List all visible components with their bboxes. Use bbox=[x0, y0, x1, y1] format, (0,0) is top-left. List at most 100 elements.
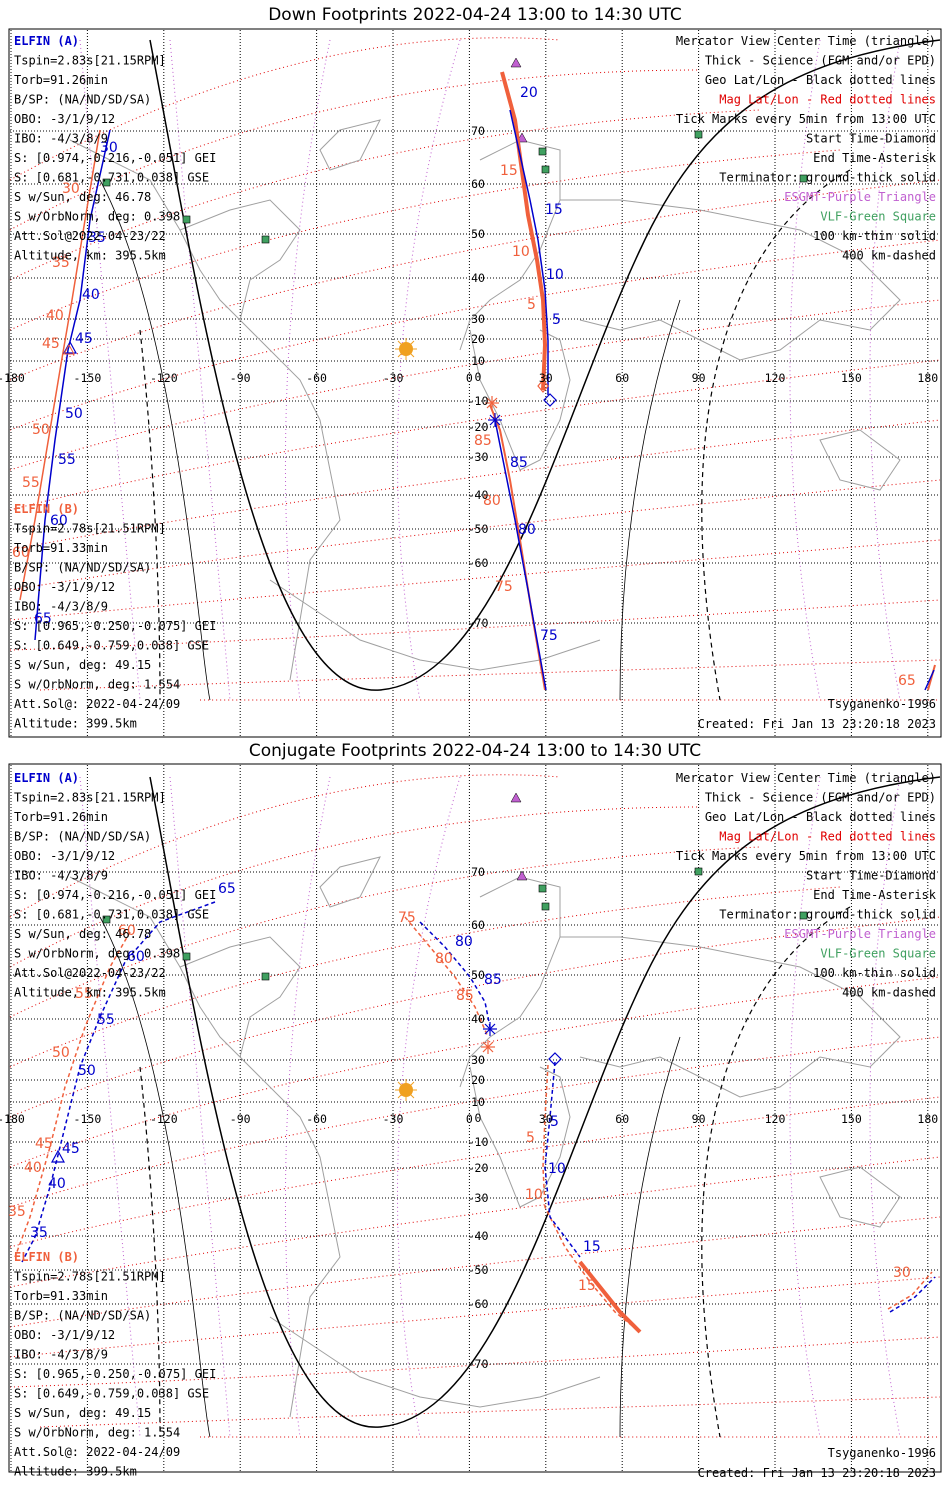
legend-entry: Mercator View Center Time (triangle) bbox=[676, 771, 936, 785]
legend-entry: 100 km-thin solid bbox=[813, 966, 936, 980]
lat-tick-label: 30 bbox=[471, 1053, 485, 1067]
elfin-a-track bbox=[509, 109, 549, 395]
center-triangle-icon bbox=[62, 340, 78, 354]
elfin-a-tick-label: 45 bbox=[75, 331, 93, 347]
elfin-a-tick-label: 80 bbox=[455, 934, 473, 950]
lat-tick-label: -10 bbox=[468, 1135, 489, 1149]
vlf-square-icon bbox=[694, 867, 703, 876]
lon-tick-label: -180 bbox=[0, 1112, 25, 1126]
elfin-a-tick-label: 15 bbox=[545, 202, 563, 218]
vlf-square-icon bbox=[799, 174, 808, 183]
coastlines bbox=[69, 856, 901, 1418]
model-label: Tsyganenko-1996 bbox=[828, 697, 936, 711]
info-line: Torb=91.33min bbox=[14, 1289, 108, 1303]
elfin-b-tick-label: 80 bbox=[483, 493, 501, 509]
info-line: OBO: -3/1/9/12 bbox=[14, 849, 115, 863]
satellite-name: ELFIN (A) bbox=[14, 771, 79, 785]
lon-tick-label: -150 bbox=[74, 1112, 102, 1126]
elfin-a-tick-label: 75 bbox=[540, 628, 558, 644]
track-tick-labels: 6560555045403580855101560555045403575808… bbox=[8, 881, 911, 1294]
info-line: S: [0.649,-0.759,0.038] GSE bbox=[14, 1387, 209, 1401]
elfin-b-tick-label: 30 bbox=[62, 181, 80, 197]
sun-icon bbox=[395, 1079, 417, 1101]
lat-tick-label: 60 bbox=[471, 918, 485, 932]
lon-tick-label: -150 bbox=[74, 371, 102, 385]
lat-tick-label: -70 bbox=[468, 616, 489, 630]
info-line: Att.Sol@2022-04-23/22 bbox=[14, 229, 166, 243]
model-label: Tsyganenko-1996 bbox=[828, 1446, 936, 1460]
elfin-b-tick-label: 45 bbox=[42, 336, 60, 352]
mag-grid bbox=[9, 774, 941, 1438]
vlf-square-icon bbox=[799, 911, 808, 920]
lat-tick-label: -20 bbox=[468, 420, 489, 434]
info-line: Altitude: 399.5km bbox=[14, 717, 137, 731]
lat-tick-label: 40 bbox=[471, 1012, 485, 1026]
lat-tick-label: -40 bbox=[468, 1229, 489, 1243]
elfin-a-tick-label: 85 bbox=[510, 455, 528, 471]
lon-tick-label: 90 bbox=[692, 371, 706, 385]
down-panel-title: Down Footprints 2022-04-24 13:00 to 14:3… bbox=[268, 5, 682, 25]
elfin-a-track bbox=[494, 419, 547, 691]
legend-entry: Thick - Science (FGM and/or EPD) bbox=[705, 54, 936, 68]
info-line: Att.Sol@2022-04-23/22 bbox=[14, 966, 166, 980]
elfin-a-tick-label: 35 bbox=[30, 1225, 48, 1241]
lat-tick-label: -30 bbox=[468, 1191, 489, 1205]
lat-tick-label: 0 bbox=[475, 1111, 482, 1125]
legend-entry: Start Time-Diamond bbox=[806, 132, 936, 146]
elfin-b-tick-label: 55 bbox=[22, 475, 40, 491]
vlf-square-icon bbox=[694, 130, 703, 139]
elfin-b-track bbox=[500, 71, 548, 391]
elfin-b-info: ELFIN (B) Tspin=2.78s[21.51RPM] Torb=91.33… bbox=[14, 502, 216, 731]
info-line: S: [0.965,-0.250,-0.075] GEI bbox=[14, 1367, 216, 1381]
info-line: B/SP: (NA/ND/SD/SA) bbox=[14, 1309, 151, 1323]
elfin-a-track bbox=[34, 129, 111, 641]
info-line: IBO: -4/3/8/9 bbox=[14, 869, 108, 883]
legend-entry: ESGMT-Purple Triangle bbox=[784, 927, 936, 941]
elfin-a-track bbox=[924, 669, 935, 691]
terminator bbox=[99, 776, 941, 1438]
vlf-square-icon bbox=[541, 902, 550, 911]
elfin-a-tick-label: 50 bbox=[78, 1063, 96, 1079]
info-line: S w/OrbNorm, deg: 0.398 bbox=[14, 210, 180, 224]
satellite-name: ELFIN (B) bbox=[14, 1250, 79, 1264]
track-tick-labels: 20 15 10 5 85 80 75 30 35 40 45 50 55 60 65 15 10 5 85 80 75… bbox=[12, 85, 916, 689]
lon-tick-label: -90 bbox=[230, 1112, 251, 1126]
satellite-name: ELFIN (A) bbox=[14, 34, 79, 48]
conj-panel-title: Conjugate Footprints 2022-04-24 13:00 to… bbox=[248, 741, 702, 761]
elfin-a-tick-label: 45 bbox=[62, 1141, 80, 1157]
info-line: Tspin=2.83s[21.15RPM] bbox=[14, 54, 166, 68]
lat-tick-label: -40 bbox=[468, 488, 489, 502]
elfin-a-tick-label: 85 bbox=[484, 972, 502, 988]
footprint-tracks bbox=[19, 71, 936, 691]
elfin-b-science bbox=[578, 1260, 642, 1334]
start-diamond-icon bbox=[537, 379, 549, 393]
lat-tick-label: -50 bbox=[468, 522, 489, 536]
info-line: S w/OrbNorm, deg: 1.554 bbox=[14, 678, 180, 692]
legend-entry: Thick - Science (FGM and/or EPD) bbox=[705, 791, 936, 805]
info-line: OBO: -3/1/9/12 bbox=[14, 1328, 115, 1342]
lat-tick-label: 30 bbox=[471, 312, 485, 326]
lat-tick-label: 50 bbox=[471, 227, 485, 241]
lon-tick-label: -60 bbox=[306, 371, 327, 385]
lat-tick-label: 10 bbox=[471, 1095, 485, 1109]
info-line: S w/Sun, deg: 49.15 bbox=[14, 1406, 151, 1420]
elfin-a-tick-label: 80 bbox=[518, 522, 536, 538]
elfin-a-tick-label: 65 bbox=[34, 611, 52, 627]
info-line: OBO: -3/1/9/12 bbox=[14, 112, 115, 126]
lon-tick-label: 0 bbox=[466, 1112, 473, 1126]
lat-tick-label: 20 bbox=[471, 1073, 485, 1087]
info-line: Att.Sol@: 2022-04-24/09 bbox=[14, 697, 180, 711]
vlf-square-icon bbox=[261, 235, 270, 244]
esgmt-triangle-icon bbox=[516, 870, 528, 881]
lon-tick-label: -120 bbox=[150, 371, 178, 385]
terminator bbox=[99, 39, 941, 701]
info-line: S: [0.681,-0.731,0.038] GSE bbox=[14, 908, 209, 922]
legend-entry: Mag Lat/Lon - Red dotted lines bbox=[719, 93, 936, 107]
elfin-a-info: ELFIN (A) Tspin=2.83s[21.15RPM] Torb=91.26… bbox=[14, 771, 216, 1000]
esgmt-triangle-icon bbox=[510, 792, 522, 803]
lon-tick-label: 180 bbox=[917, 371, 938, 385]
info-line: IBO: -4/3/8/9 bbox=[14, 1348, 108, 1362]
elfin-b-tick-label: 55 bbox=[75, 986, 93, 1002]
info-line: S w/OrbNorm, deg: 1.554 bbox=[14, 1426, 180, 1440]
end-asterisk-icon bbox=[481, 1040, 495, 1054]
